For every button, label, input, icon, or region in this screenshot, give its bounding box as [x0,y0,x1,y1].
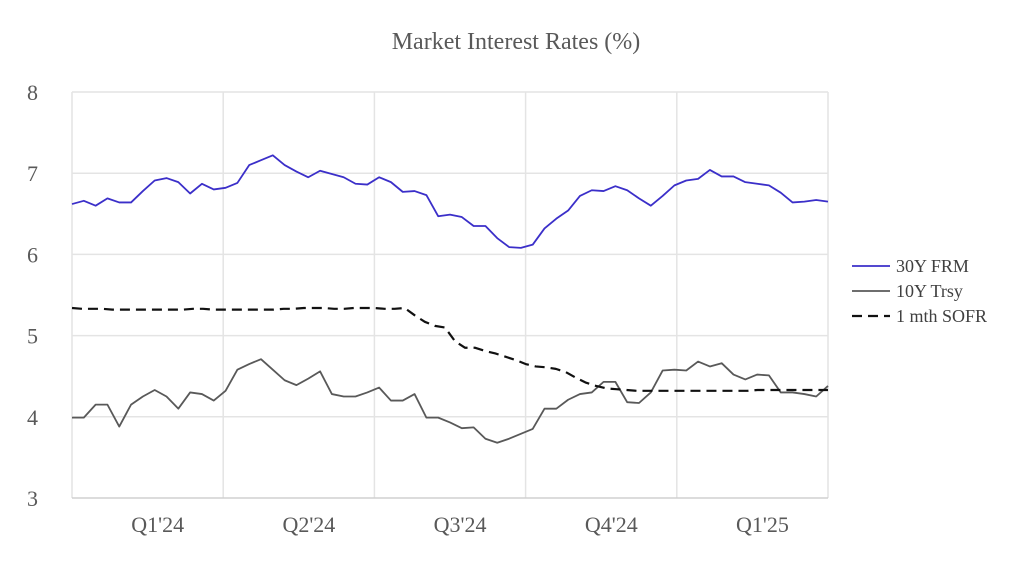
y-tick-label: 6 [27,242,38,267]
series-line-1 [72,358,829,444]
y-tick-label: 4 [27,405,38,430]
gridlines [71,91,829,498]
x-tick-label: Q1'25 [736,512,789,537]
series-line-2 [71,306,828,392]
y-tick-label: 7 [27,161,38,186]
y-tick-label: 8 [27,80,38,105]
x-tick-label: Q2'24 [282,512,335,537]
legend-label-1: 10Y Trsy [896,281,963,301]
y-axis-ticks: 3 4 5 6 7 8 [27,80,38,511]
y-tick-label: 5 [27,324,38,349]
x-tick-label: Q1'24 [131,512,184,537]
x-tick-label: Q4'24 [585,512,638,537]
series-line-0 [71,154,829,249]
legend-label-2: 1 mth SOFR [896,306,987,326]
legend-label-0: 30Y FRM [896,256,969,276]
chart-title: Market Interest Rates (%) [392,29,641,55]
legend: 30Y FRM 10Y Trsy 1 mth SOFR [852,256,987,326]
y-tick-label: 3 [27,486,38,511]
x-tick-label: Q3'24 [434,512,487,537]
series-lines [71,154,829,444]
x-axis-ticks: Q1'24 Q2'24 Q3'24 Q4'24 Q1'25 [131,512,789,537]
